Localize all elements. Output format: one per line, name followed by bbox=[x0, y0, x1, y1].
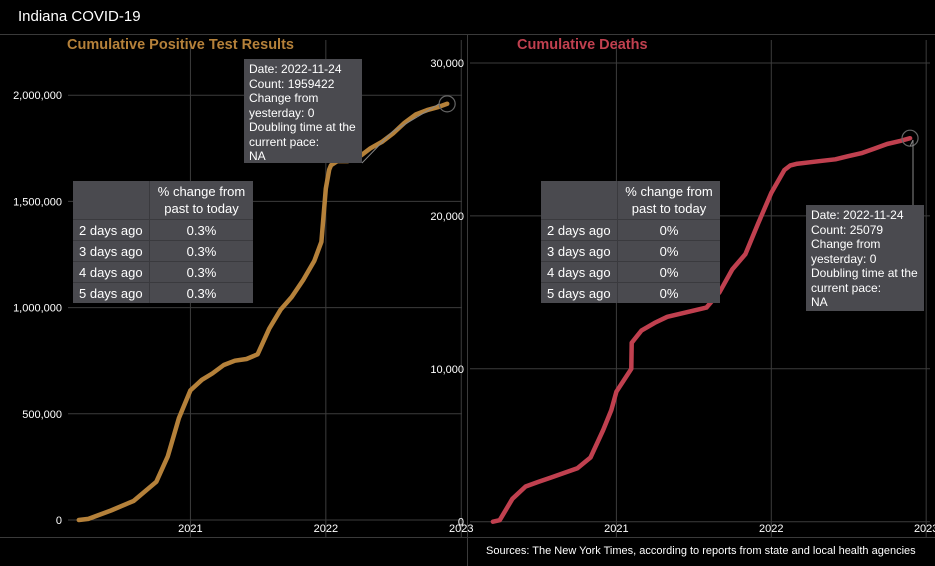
tooltip-doubling: Doubling time at the bbox=[249, 120, 356, 134]
table-header-blank bbox=[73, 181, 150, 220]
tooltip-doubling: current pace: bbox=[249, 134, 320, 149]
row-value: 0% bbox=[617, 282, 720, 303]
tooltip-doubling: NA bbox=[249, 149, 266, 163]
cases-chart-title: Cumulative Positive Test Results bbox=[67, 37, 294, 53]
row-label: 4 days ago bbox=[541, 261, 618, 283]
panel-divider bbox=[467, 34, 468, 566]
row-label: 5 days ago bbox=[73, 282, 150, 303]
cases-y-tick-label: 0 bbox=[56, 515, 62, 527]
tooltip-doubling: Doubling time at the bbox=[811, 266, 918, 280]
table-header-line: past to today bbox=[631, 201, 707, 216]
table-row: 3 days ago 0% bbox=[541, 240, 720, 262]
deaths-tooltip: Date: 2022-11-24 Count: 25079 Change fro… bbox=[806, 205, 924, 311]
table-header-blank bbox=[541, 181, 618, 220]
deaths-tooltip-leader bbox=[909, 139, 914, 205]
cases-y-tick-label: 1,500,000 bbox=[13, 196, 62, 208]
table-row: 5 days ago 0.3% bbox=[73, 282, 253, 303]
cases-y-tick-label: 1,000,000 bbox=[13, 303, 62, 315]
cases-x-tick-label: 2022 bbox=[314, 523, 338, 535]
tooltip-date: Date: 2022-11-24 bbox=[811, 208, 904, 222]
table-header-line: past to today bbox=[164, 201, 239, 216]
row-value: 0.3% bbox=[149, 219, 253, 241]
table-row: 3 days ago 0.3% bbox=[73, 240, 253, 262]
row-label: 2 days ago bbox=[73, 219, 150, 241]
deaths-y-tick-label: 10,000 bbox=[430, 364, 464, 376]
cases-x-tick-label: 2023 bbox=[449, 523, 473, 535]
app-title: Indiana COVID-19 bbox=[18, 8, 141, 25]
table-header-line: % change from bbox=[625, 184, 713, 199]
row-value: 0.3% bbox=[149, 282, 253, 303]
table-row: 2 days ago 0.3% bbox=[73, 219, 253, 241]
row-value: 0.3% bbox=[149, 261, 253, 283]
table-row: 4 days ago 0.3% bbox=[73, 261, 253, 283]
row-value: 0.3% bbox=[149, 240, 253, 262]
deaths-chart-title: Cumulative Deaths bbox=[517, 37, 648, 53]
cases-series-line bbox=[76, 101, 450, 523]
table-header: % change from past to today bbox=[618, 181, 721, 220]
cases-tooltip: Date: 2022-11-24 Count: 1959422 Change f… bbox=[244, 59, 362, 163]
row-value: 0% bbox=[617, 219, 720, 241]
cases-y-tick-label: 2,000,000 bbox=[13, 90, 62, 102]
tooltip-count: Count: 25079 bbox=[811, 222, 884, 237]
deaths-change-table: % change from past to today 2 days ago 0% … bbox=[541, 181, 720, 303]
table-header-row: % change from past to today bbox=[73, 181, 253, 220]
source-note: Sources: The New York Times, according t… bbox=[486, 545, 916, 557]
row-label: 4 days ago bbox=[73, 261, 150, 283]
cases-tooltip-leader bbox=[361, 103, 440, 164]
tooltip-change: yesterday: 0 bbox=[811, 251, 877, 266]
tooltip-change: yesterday: 0 bbox=[249, 105, 315, 120]
table-row: 5 days ago 0% bbox=[541, 282, 720, 303]
deaths-y-tick-label: 20,000 bbox=[430, 211, 464, 223]
tooltip-doubling: NA bbox=[811, 295, 828, 309]
footer-divider bbox=[0, 537, 935, 538]
tooltip-change: Change from bbox=[249, 91, 319, 105]
table-header-row: % change from past to today bbox=[541, 181, 720, 220]
row-value: 0% bbox=[617, 261, 720, 283]
deaths-hover-marker bbox=[901, 129, 919, 147]
row-label: 3 days ago bbox=[541, 240, 618, 262]
row-label: 3 days ago bbox=[73, 240, 150, 262]
cases-x-tick-label: 2021 bbox=[178, 523, 202, 535]
table-header: % change from past to today bbox=[150, 181, 254, 220]
cases-change-table: % change from past to today 2 days ago 0.3… bbox=[73, 181, 253, 303]
table-row: 4 days ago 0% bbox=[541, 261, 720, 283]
table-header-line: % change from bbox=[157, 184, 246, 199]
tooltip-change: Change from bbox=[811, 237, 881, 251]
tooltip-date: Date: 2022-11-24 bbox=[249, 62, 342, 76]
table-row: 2 days ago 0% bbox=[541, 219, 720, 241]
deaths-x-tick-label: 2022 bbox=[759, 523, 783, 535]
tooltip-count: Count: 1959422 bbox=[249, 76, 335, 91]
row-value: 0% bbox=[617, 240, 720, 262]
deaths-series-line bbox=[490, 135, 913, 524]
deaths-y-tick-label: 30,000 bbox=[430, 58, 464, 70]
deaths-x-tick-label: 2021 bbox=[604, 523, 628, 535]
deaths-y-tick-label: 0 bbox=[458, 517, 464, 529]
row-label: 2 days ago bbox=[541, 219, 618, 241]
cases-y-tick-label: 500,000 bbox=[22, 409, 62, 421]
tooltip-doubling: current pace: bbox=[811, 280, 882, 295]
row-label: 5 days ago bbox=[541, 282, 618, 303]
deaths-x-tick-label: 2023 bbox=[914, 523, 935, 535]
